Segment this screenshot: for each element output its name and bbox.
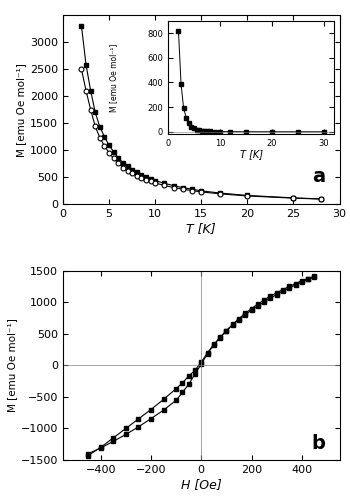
X-axis label: H [Oe]: H [Oe] — [181, 478, 222, 490]
Text: a: a — [312, 166, 325, 186]
Text: b: b — [312, 434, 326, 452]
X-axis label: T [K]: T [K] — [187, 222, 216, 235]
Y-axis label: M [emu Oe mol⁻¹]: M [emu Oe mol⁻¹] — [16, 62, 26, 156]
Y-axis label: M [emu Oe mol⁻¹]: M [emu Oe mol⁻¹] — [7, 318, 16, 412]
